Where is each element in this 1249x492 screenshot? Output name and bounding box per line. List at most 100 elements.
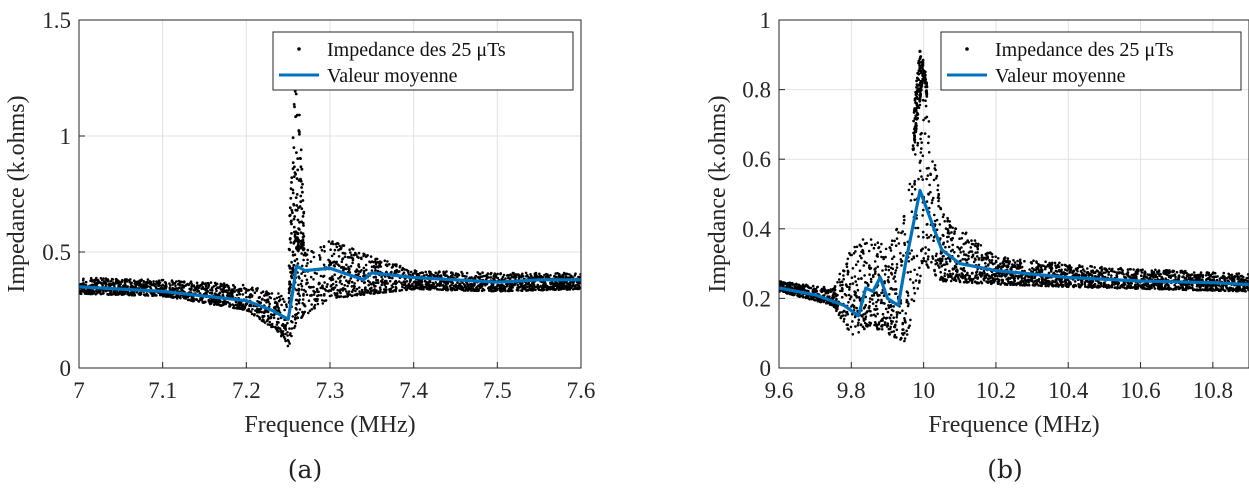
scatter-point bbox=[149, 283, 152, 286]
scatter-point bbox=[109, 280, 113, 283]
scatter-point bbox=[115, 280, 118, 284]
scatter-point bbox=[926, 222, 929, 226]
scatter-point bbox=[1190, 273, 1194, 276]
x-tick-label: 10.2 bbox=[976, 378, 1016, 403]
scatter-point bbox=[346, 292, 350, 296]
scatter-point bbox=[907, 260, 911, 263]
scatter-point bbox=[284, 339, 287, 343]
scatter-point bbox=[913, 183, 916, 186]
scatter-point bbox=[901, 321, 905, 325]
scatter-point bbox=[175, 280, 178, 283]
scatter-point bbox=[335, 293, 339, 297]
scatter-point bbox=[180, 286, 183, 289]
scatter-point bbox=[1004, 259, 1007, 263]
scatter-point bbox=[300, 186, 303, 189]
scatter-point bbox=[123, 279, 127, 283]
scatter-point bbox=[363, 269, 366, 273]
scatter-point bbox=[1144, 271, 1147, 275]
scatter-point bbox=[990, 261, 993, 264]
scatter-point bbox=[294, 298, 298, 302]
scatter-point bbox=[93, 278, 96, 282]
scatter-point bbox=[534, 288, 537, 292]
scatter-point bbox=[489, 276, 493, 279]
scatter-point bbox=[301, 199, 305, 202]
scatter-point bbox=[891, 257, 894, 261]
scatter-point bbox=[1081, 265, 1084, 269]
scatter-point bbox=[984, 256, 987, 260]
scatter-point bbox=[395, 286, 398, 290]
scatter-point bbox=[258, 317, 262, 321]
scatter-point bbox=[999, 262, 1002, 266]
scatter-point bbox=[550, 286, 554, 290]
scatter-point bbox=[530, 288, 533, 292]
scatter-point bbox=[321, 284, 324, 288]
scatter-point bbox=[924, 260, 928, 263]
scatter-point bbox=[381, 278, 384, 281]
scatter-point bbox=[318, 256, 322, 259]
scatter-point bbox=[101, 292, 105, 295]
scatter-point bbox=[431, 284, 435, 288]
scatter-point bbox=[1057, 285, 1060, 288]
scatter-point bbox=[194, 286, 197, 290]
scatter-point bbox=[379, 288, 382, 291]
x-tick-label: 9.8 bbox=[837, 378, 866, 403]
scatter-point bbox=[235, 293, 239, 297]
scatter-point bbox=[446, 288, 449, 291]
scatter-point bbox=[894, 269, 898, 272]
scatter-point bbox=[256, 314, 259, 318]
scatter-point bbox=[1031, 267, 1034, 270]
scatter-point bbox=[980, 253, 984, 257]
scatter-point bbox=[303, 304, 307, 308]
scatter-point bbox=[839, 284, 842, 287]
scatter-point bbox=[438, 288, 442, 291]
scatter-point bbox=[478, 276, 481, 280]
scatter-point bbox=[357, 264, 360, 267]
scatter-point bbox=[890, 330, 893, 334]
scatter-point bbox=[250, 294, 254, 297]
scatter-point bbox=[295, 308, 298, 311]
scatter-point bbox=[366, 254, 369, 257]
scatter-point bbox=[251, 308, 254, 311]
scatter-point bbox=[82, 277, 85, 281]
scatter-point bbox=[288, 280, 291, 284]
scatter-point bbox=[1074, 284, 1078, 288]
scatter-point bbox=[980, 271, 984, 275]
scatter-point bbox=[278, 295, 281, 299]
scatter-point bbox=[340, 260, 344, 264]
scatter-point bbox=[210, 291, 214, 295]
scatter-point bbox=[1098, 266, 1102, 270]
scatter-point bbox=[245, 295, 248, 299]
scatter-point bbox=[232, 283, 235, 287]
scatter-point bbox=[288, 214, 292, 218]
scatter-point bbox=[307, 285, 311, 289]
scatter-point bbox=[331, 261, 335, 264]
scatter-point bbox=[428, 270, 431, 273]
scatter-point bbox=[291, 136, 295, 140]
scatter-point bbox=[562, 271, 566, 275]
scatter-point bbox=[932, 239, 935, 242]
scatter-point bbox=[1014, 274, 1018, 278]
scatter-point bbox=[937, 199, 940, 203]
scatter-point bbox=[292, 225, 296, 229]
scatter-point bbox=[1011, 263, 1014, 266]
scatter-point bbox=[353, 282, 356, 285]
scatter-point bbox=[570, 285, 574, 288]
scatter-point bbox=[869, 238, 873, 241]
scatter-point bbox=[1116, 283, 1120, 286]
scatter-point bbox=[877, 246, 880, 250]
scatter-point bbox=[321, 299, 324, 302]
scatter-point bbox=[347, 265, 350, 269]
scatter-point bbox=[300, 207, 304, 211]
scatter-point bbox=[400, 288, 404, 292]
scatter-point bbox=[861, 315, 864, 318]
scatter-point bbox=[247, 307, 250, 311]
scatter-point bbox=[376, 260, 380, 264]
scatter-point bbox=[283, 324, 286, 327]
scatter-point bbox=[976, 277, 979, 280]
scatter-point bbox=[1003, 256, 1007, 259]
scatter-point bbox=[1215, 288, 1219, 292]
scatter-point bbox=[196, 290, 199, 293]
scatter-point bbox=[949, 237, 953, 241]
scatter-point bbox=[839, 289, 842, 293]
